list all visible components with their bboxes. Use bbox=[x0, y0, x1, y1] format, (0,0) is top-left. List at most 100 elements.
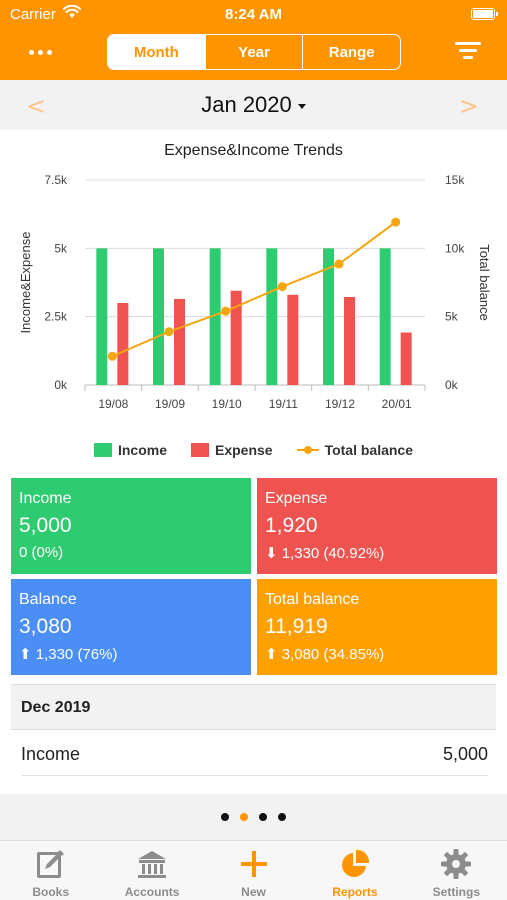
expense-bar bbox=[174, 298, 185, 385]
income-bar bbox=[379, 248, 391, 385]
legend-total-balance[interactable]: Total balance bbox=[296, 442, 414, 458]
table-row[interactable]: Income 5,000 bbox=[21, 730, 488, 776]
total-balance-card[interactable]: Total balance 11,919 ⬆ 3,080 (34.85%) bbox=[257, 579, 497, 675]
income-swatch bbox=[93, 443, 112, 457]
summary-cards: Income 5,000 0 (0%) Expense 1,920 ⬇ 1,33… bbox=[0, 470, 507, 684]
trend-chart: 0k 0k 2.5k 5k 5k 10k 7.5k 15k Income&Expense Tota… bbox=[0, 130, 507, 470]
balance-card-value: 3,080 bbox=[19, 615, 72, 638]
next-month-button[interactable]: > bbox=[458, 92, 479, 120]
status-bar: Carrier 8:24 AM bbox=[0, 0, 507, 28]
y2-tick-label: 15k bbox=[445, 173, 465, 187]
legend-expense[interactable]: Expense bbox=[190, 442, 273, 458]
total-balance-point bbox=[107, 351, 117, 361]
y2-tick-label: 10k bbox=[445, 241, 465, 255]
row-label: Income bbox=[21, 744, 81, 764]
expense-card[interactable]: Expense 1,920 ⬇ 1,330 (40.92%) bbox=[257, 478, 497, 574]
tab-settings-label: Settings bbox=[432, 885, 480, 899]
expense-bar bbox=[117, 303, 129, 385]
total-balance-swatch bbox=[296, 443, 319, 457]
dot-icon bbox=[37, 49, 43, 55]
battery-icon bbox=[471, 8, 498, 20]
x-tick-label: 19/12 bbox=[325, 397, 355, 411]
total-balance-line bbox=[111, 221, 397, 358]
tab-reports[interactable]: Reports bbox=[304, 841, 405, 900]
y2-axis-title: Total balance bbox=[477, 244, 492, 321]
section-header: Dec 2019 bbox=[11, 684, 496, 730]
legend-income[interactable]: Income bbox=[93, 442, 167, 458]
x-tick-label: 20/01 bbox=[382, 397, 412, 411]
bank-icon bbox=[138, 851, 167, 878]
expense-bar bbox=[287, 294, 299, 385]
page-indicator[interactable] bbox=[0, 794, 507, 840]
top-header: Carrier 8:24 AM Month Year Range bbox=[0, 0, 507, 80]
x-tick-label: 19/08 bbox=[98, 397, 128, 411]
y-tick-label: 0k bbox=[54, 378, 68, 392]
total-balance-card-change: ⬆ 3,080 (34.85%) bbox=[265, 646, 385, 663]
chart-title: Expense&Income Trends bbox=[164, 142, 343, 159]
clock: 8:24 AM bbox=[225, 6, 282, 23]
legend-total-balance-label: Total balance bbox=[324, 442, 414, 458]
x-tick-label: 19/11 bbox=[269, 397, 298, 411]
segment-range[interactable]: Range bbox=[302, 35, 400, 69]
monthly-breakdown-table: Dec 2019 Income 5,000 bbox=[0, 684, 507, 794]
page-dot-active bbox=[240, 813, 248, 821]
tab-settings[interactable]: Settings bbox=[406, 841, 507, 900]
income-card[interactable]: Income 5,000 0 (0%) bbox=[11, 478, 251, 574]
total-balance-point bbox=[277, 282, 287, 292]
y2-tick-label: 0k bbox=[445, 378, 459, 392]
carrier-label: Carrier bbox=[10, 6, 56, 23]
expense-card-value: 1,920 bbox=[265, 514, 318, 537]
total-balance-card-value: 11,919 bbox=[265, 615, 328, 638]
balance-card-change: ⬆ 1,330 (76%) bbox=[19, 646, 118, 663]
page-dot bbox=[221, 813, 229, 821]
total-balance-point bbox=[391, 217, 401, 227]
month-title: Jan 2020 bbox=[201, 92, 292, 117]
income-bar bbox=[153, 248, 164, 385]
y-tick-label: 7.5k bbox=[44, 173, 68, 187]
income-bar bbox=[209, 248, 221, 385]
row-value: 5,000 bbox=[442, 744, 488, 764]
tab-reports-label: Reports bbox=[332, 885, 378, 899]
expense-bar bbox=[344, 296, 355, 385]
total-balance-point bbox=[164, 327, 174, 337]
previous-month-button[interactable]: < bbox=[26, 92, 47, 120]
x-tick-label: 19/10 bbox=[212, 397, 242, 411]
expense-bar bbox=[230, 290, 242, 385]
total-balance-card-label: Total balance bbox=[265, 591, 360, 608]
expense-bar bbox=[400, 332, 412, 385]
dot-icon bbox=[46, 49, 52, 55]
chart-canvas: 0k 0k 2.5k 5k 5k 10k 7.5k 15k Income&Expense Tota… bbox=[18, 173, 492, 411]
month-selector: < Jan 2020 > bbox=[0, 80, 507, 130]
tab-accounts[interactable]: Accounts bbox=[101, 841, 202, 900]
total-balance-point bbox=[334, 259, 344, 269]
y-tick-label: 5k bbox=[54, 241, 68, 255]
section-header-label: Dec 2019 bbox=[21, 699, 91, 716]
pie-chart-icon bbox=[341, 849, 369, 877]
expense-swatch bbox=[190, 443, 209, 457]
tab-new[interactable]: New bbox=[203, 841, 304, 900]
month-title-dropdown[interactable]: Jan 2020 bbox=[0, 92, 507, 118]
expense-card-change: ⬇ 1,330 (40.92%) bbox=[265, 545, 385, 562]
plus-icon bbox=[240, 851, 267, 877]
income-bar bbox=[96, 248, 108, 385]
gear-icon bbox=[441, 849, 472, 879]
balance-card[interactable]: Balance 3,080 ⬆ 1,330 (76%) bbox=[11, 579, 251, 675]
legend-expense-label: Expense bbox=[214, 442, 273, 458]
total-balance-point bbox=[221, 306, 231, 316]
tab-bar: Books Accounts New Reports bbox=[0, 840, 507, 900]
segment-year[interactable]: Year bbox=[204, 35, 303, 69]
y-axis-title: Income&Expense bbox=[18, 232, 33, 334]
period-segmented-control: Month Year Range bbox=[107, 34, 401, 70]
tab-accounts-label: Accounts bbox=[124, 885, 180, 899]
more-options-button[interactable] bbox=[24, 40, 56, 64]
income-bar bbox=[323, 248, 334, 385]
filter-icon[interactable] bbox=[455, 42, 481, 62]
page-dot bbox=[259, 813, 267, 821]
income-card-change: 0 (0%) bbox=[19, 544, 64, 561]
books-icon bbox=[36, 850, 64, 878]
segment-month[interactable]: Month bbox=[108, 35, 205, 69]
legend-income-label: Income bbox=[117, 442, 167, 458]
chart-legend: Income Expense Total balance bbox=[0, 442, 507, 458]
income-card-label: Income bbox=[19, 490, 72, 507]
tab-books[interactable]: Books bbox=[0, 841, 101, 900]
